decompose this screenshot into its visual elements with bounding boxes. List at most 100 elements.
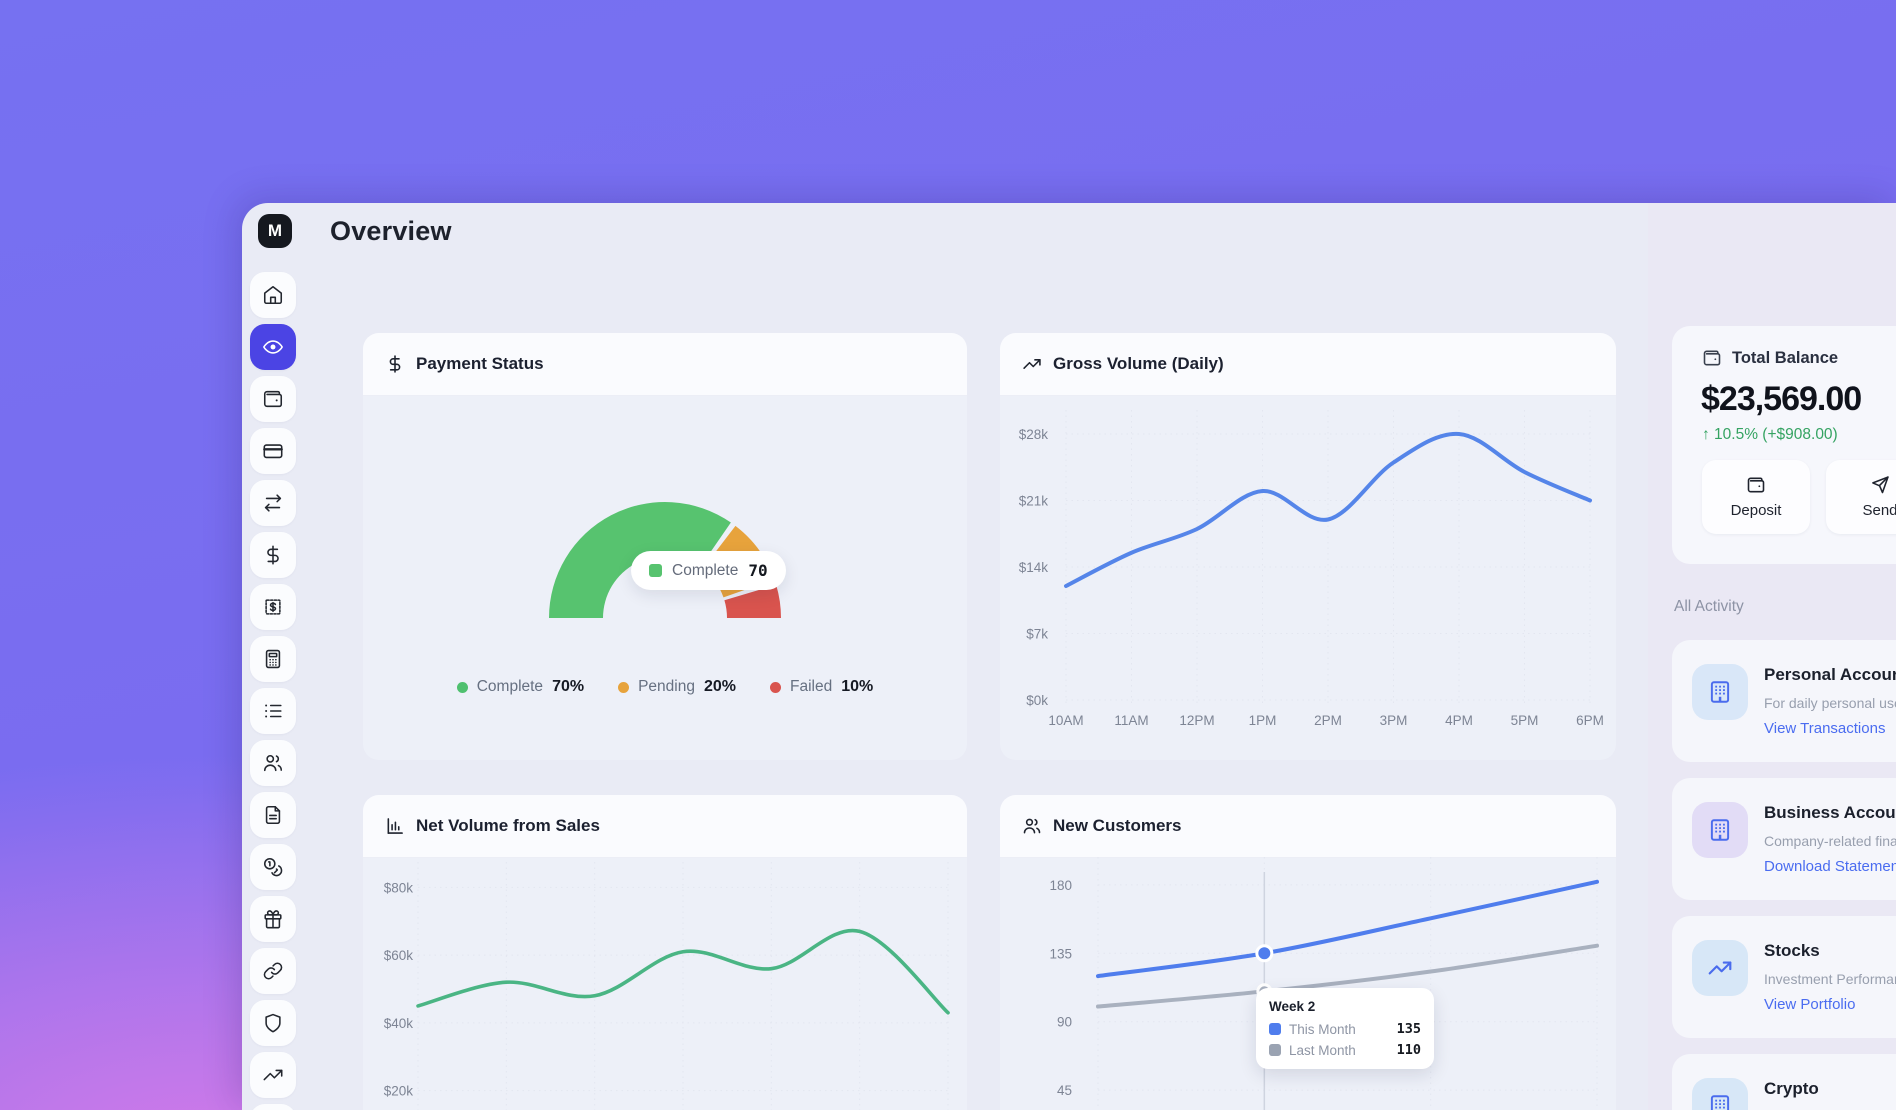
sidebar-item-gift[interactable] [250,896,296,942]
card-title: Net Volume from Sales [416,816,600,835]
sidebar-item-device[interactable] [250,1104,296,1110]
activity-item-crypto[interactable]: Crypto Wallet & Exchange [1672,1054,1896,1110]
credit-card-icon [263,444,283,459]
trending-up-icon [1692,940,1748,996]
building-icon [1692,664,1748,720]
gift-icon [264,910,282,929]
sidebar-item-shield[interactable] [250,1000,296,1046]
svg-text:90: 90 [1057,1015,1072,1030]
activity-subtitle: Investment Performance [1764,971,1896,987]
svg-text:45: 45 [1057,1083,1072,1098]
legend-dot [456,681,468,693]
card-title: New Customers [1053,816,1182,835]
series-label: This Month [1289,1021,1356,1037]
svg-text:$80k: $80k [384,880,414,895]
card-title: Gross Volume (Daily) [1053,354,1224,373]
legend-item-pending: Pending 20% [618,678,736,696]
page-title: Overview [330,216,452,246]
legend-swatch [649,564,662,577]
link-icon [263,962,283,980]
activity-item-personal-account[interactable]: Personal Account For daily personal use … [1672,640,1896,762]
net-volume-chart[interactable]: $20k $40k $60k $80k [363,857,967,1110]
total-balance-row: Total Balance [1672,326,1896,368]
card-title: Payment Status [416,354,544,373]
wallet-icon [1746,475,1766,495]
svg-text:$28k: $28k [1019,427,1049,442]
sidebar-nav [250,272,296,1110]
legend-dot [618,681,630,693]
tooltip-row: This Month 135 [1269,1021,1421,1037]
sidebar-item-credit-card[interactable] [250,428,296,474]
eye-icon [263,340,283,354]
new-customers-card: New Customers 45 90 135 180 Week 2 This Mon… [1000,795,1616,1110]
series-value: 135 [1396,1021,1421,1037]
sidebar-item-receipt[interactable] [250,584,296,630]
building-icon [1692,802,1748,858]
sidebar-item-users[interactable] [250,740,296,786]
series-label: Last Month [1289,1042,1356,1058]
building-icon [1692,1078,1748,1110]
payment-status-gauge-chart[interactable] [505,458,825,628]
dollar-icon [267,545,279,565]
view-transactions-link[interactable]: View Transactions [1764,720,1886,737]
series-value: 110 [1396,1042,1421,1058]
legend-value: 10% [841,678,874,695]
sidebar-item-dollar[interactable] [250,532,296,578]
payment-status-card: Payment Status Complete 70 Complete 70% … [363,333,967,760]
tooltip-label: Complete [672,561,739,579]
tooltip-value: 70 [748,561,768,580]
view-portfolio-link[interactable]: View Portfolio [1764,996,1856,1013]
svg-text:1PM: 1PM [1249,713,1277,728]
sidebar-item-document[interactable] [250,792,296,838]
svg-text:5PM: 5PM [1511,713,1539,728]
net-volume-card: Net Volume from Sales $20k $40k $60k $80k [363,795,967,1110]
svg-text:180: 180 [1049,878,1072,893]
svg-text:$21k: $21k [1019,494,1049,509]
sidebar-item-transfer-arrows[interactable] [250,480,296,526]
activity-subtitle: For daily personal use [1764,695,1896,711]
sidebar-item-calculator[interactable] [250,636,296,682]
wallet-icon [1702,348,1722,368]
deposit-label: Deposit [1730,502,1782,519]
document-icon [265,805,281,825]
calculator-icon [265,649,281,669]
svg-text:3PM: 3PM [1380,713,1408,728]
svg-text:$20k: $20k [384,1084,414,1099]
wallet-icon [263,390,283,408]
bar-chart-icon [385,816,405,836]
svg-text:6PM: 6PM [1576,713,1604,728]
legend-label: Pending [638,678,695,695]
gross-volume-chart[interactable]: $0k $7k $14k $21k $28k 10AM 11AM 12PM 1PM 2PM 3PM 4… [1000,395,1616,760]
tooltip-title: Week 2 [1269,999,1316,1014]
send-label: Send [1862,502,1896,519]
dollar-icon [385,354,405,374]
coins-icon [263,857,283,877]
download-statements-link[interactable]: Download Statements [1764,858,1896,875]
sidebar-item-list[interactable] [250,688,296,734]
trending-up-icon [1022,354,1042,374]
svg-text:135: 135 [1049,946,1072,961]
app-logo[interactable]: M [258,214,292,248]
activity-title: Business Account [1764,803,1896,822]
tooltip-row: Last Month 110 [1269,1042,1421,1058]
new-customers-header: New Customers [1000,795,1616,858]
activity-item-business-account[interactable]: Business Account Company-related finance… [1672,778,1896,900]
legend-value: 20% [703,678,737,695]
legend-item-failed: Failed 10% [770,678,873,696]
sidebar-item-coins[interactable] [250,844,296,890]
send-button[interactable]: Send [1826,460,1896,534]
svg-text:12PM: 12PM [1179,713,1214,728]
list-icon [265,704,282,718]
deposit-button[interactable]: Deposit [1702,460,1810,534]
new-customers-chart[interactable]: 45 90 135 180 [1000,857,1616,1110]
total-balance-change: ↑ 10.5% (+$908.00) [1702,426,1838,443]
legend-dot [770,681,782,693]
activity-item-stocks[interactable]: Stocks Investment Performance View Portf… [1672,916,1896,1038]
total-balance-amount: $23,569.00 [1701,380,1862,418]
sidebar-item-home[interactable] [250,272,296,318]
sidebar-item-trending-up[interactable] [250,1052,296,1098]
sidebar-item-link[interactable] [250,948,296,994]
sidebar-item-wallet[interactable] [250,376,296,422]
svg-text:$7k: $7k [1026,627,1048,642]
sidebar-item-eye[interactable] [250,324,296,370]
